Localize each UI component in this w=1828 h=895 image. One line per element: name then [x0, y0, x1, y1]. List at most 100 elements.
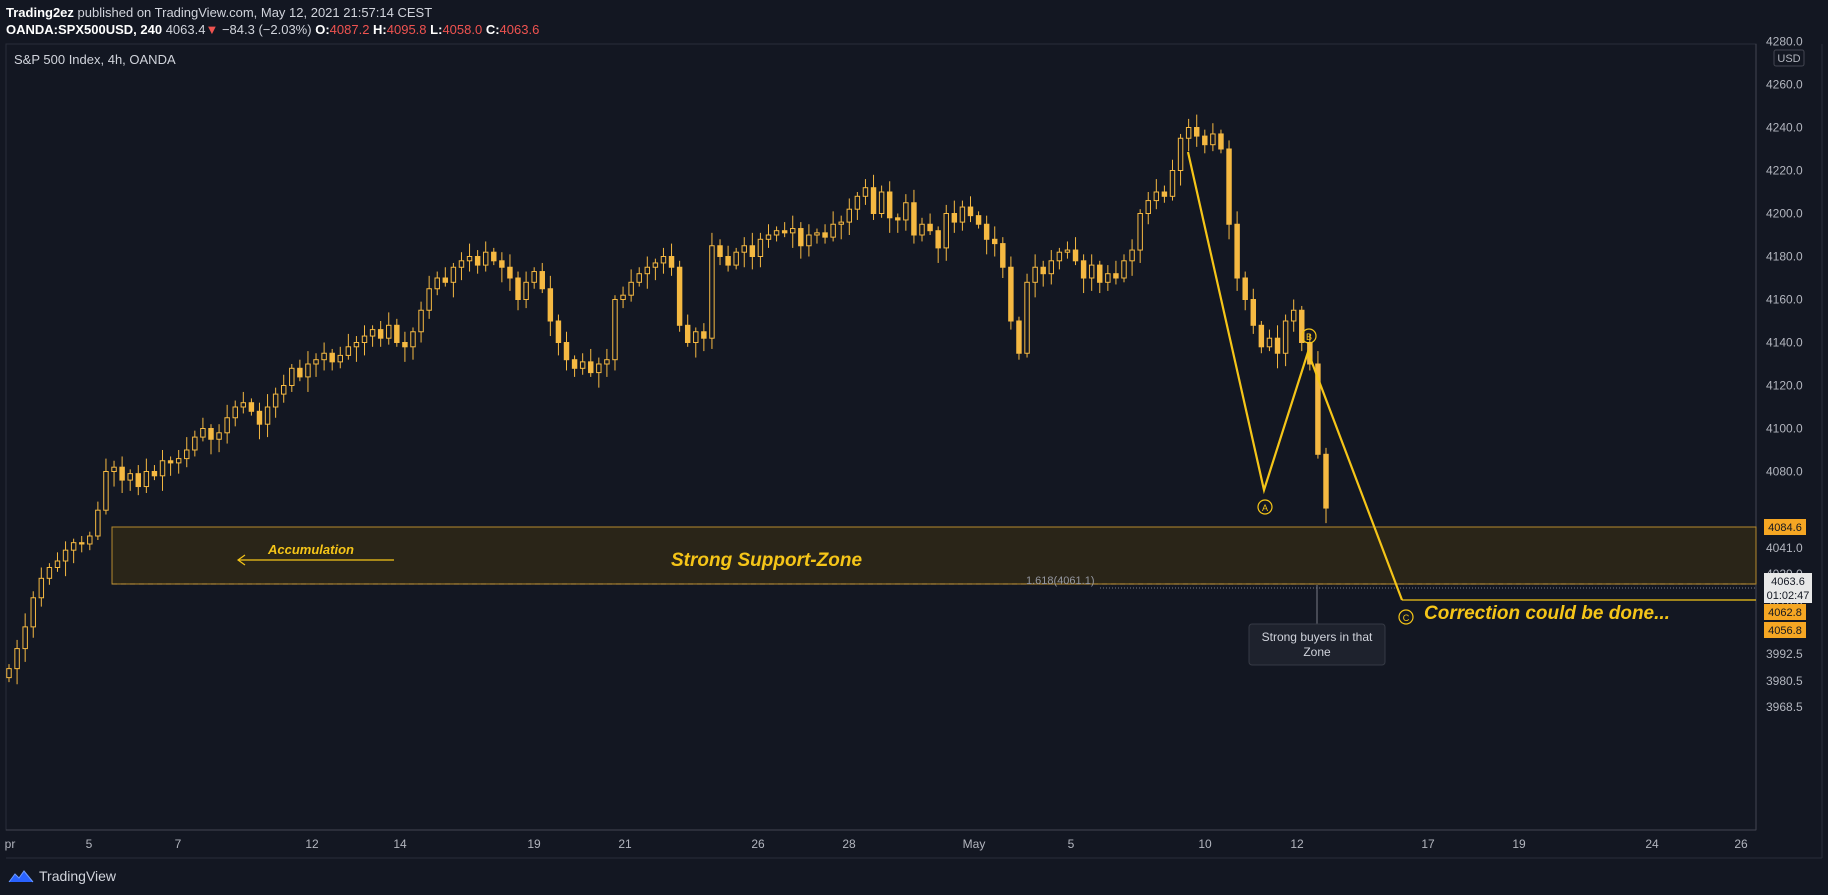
candle-body[interactable] [983, 223, 990, 240]
candle-body[interactable] [507, 266, 513, 279]
candle-body[interactable] [240, 402, 247, 408]
candle-body[interactable] [757, 238, 764, 258]
candle-body[interactable] [78, 542, 85, 545]
candle-body[interactable] [1323, 453, 1329, 509]
candle-body[interactable] [321, 352, 327, 361]
candle-body[interactable] [119, 466, 125, 481]
candle-body[interactable] [992, 238, 998, 245]
candle-body[interactable] [458, 260, 465, 268]
candle-body[interactable] [1202, 135, 1208, 146]
candle-body[interactable] [22, 626, 28, 650]
candle-body[interactable] [410, 331, 416, 348]
candle-body[interactable] [491, 251, 497, 262]
candle-body[interactable] [1169, 170, 1176, 197]
candle-body[interactable] [612, 299, 618, 361]
candle-body[interactable] [305, 363, 311, 378]
candle-body[interactable] [30, 597, 36, 628]
candle-body[interactable] [1161, 191, 1168, 197]
candle-body[interactable] [361, 335, 368, 343]
candle-body[interactable] [773, 230, 780, 236]
candle-body[interactable] [725, 256, 731, 266]
candle-body[interactable] [402, 342, 408, 348]
candle-body[interactable] [1210, 133, 1216, 146]
candle-body[interactable] [1185, 127, 1192, 139]
support-zone-box[interactable] [111, 526, 1757, 585]
candle-body[interactable] [854, 195, 861, 210]
candle-body[interactable] [297, 367, 303, 378]
candle-body[interactable] [709, 245, 715, 339]
candle-body[interactable] [434, 277, 440, 290]
candle-body[interactable] [184, 449, 190, 460]
candle-body[interactable] [1153, 191, 1160, 202]
candle-body[interactable] [1064, 249, 1071, 253]
candle-body[interactable] [329, 352, 335, 363]
candle-body[interactable] [1032, 266, 1038, 283]
candle-body[interactable] [1242, 277, 1248, 300]
publisher-name[interactable]: Trading2ez [6, 5, 74, 20]
candle-body[interactable] [1121, 260, 1127, 279]
brand[interactable]: TradingView [8, 868, 116, 884]
candle-body[interactable] [676, 266, 683, 326]
candle-body[interactable] [919, 223, 925, 236]
candle-body[interactable] [555, 320, 562, 343]
candle-body[interactable] [159, 460, 166, 477]
candle-body[interactable] [289, 367, 295, 386]
candle-body[interactable] [563, 342, 570, 361]
candle-body[interactable] [781, 230, 788, 234]
candle-body[interactable] [693, 331, 699, 343]
candle-body[interactable] [660, 256, 667, 264]
candle-body[interactable] [200, 428, 206, 438]
candle-body[interactable] [927, 223, 933, 232]
candle-body[interactable] [499, 260, 505, 268]
candle-body[interactable] [636, 273, 642, 283]
candle-body[interactable] [547, 288, 554, 322]
candle-body[interactable] [313, 359, 319, 365]
candle-body[interactable] [1266, 337, 1273, 348]
candle-body[interactable] [733, 251, 739, 266]
candle-body[interactable] [1113, 273, 1119, 279]
candle-body[interactable] [717, 245, 723, 257]
candle-body[interactable] [135, 473, 141, 488]
candle-body[interactable] [272, 393, 279, 408]
candle-body[interactable] [846, 208, 853, 223]
candle-body[interactable] [886, 191, 893, 219]
candle-body[interactable] [765, 234, 772, 240]
candle-body[interactable] [588, 361, 594, 374]
candle-body[interactable] [1040, 266, 1046, 275]
candle-body[interactable] [1137, 213, 1143, 251]
candle-body[interactable] [830, 223, 836, 238]
candle-body[interactable] [749, 245, 756, 257]
candle-body[interactable] [1194, 127, 1200, 137]
candle-body[interactable] [418, 309, 424, 333]
candle-body[interactable] [1299, 309, 1305, 343]
candle-body[interactable] [1056, 251, 1063, 262]
candle-body[interactable] [394, 324, 400, 343]
currency-badge[interactable] [1773, 49, 1805, 67]
candle-body[interactable] [111, 466, 117, 473]
candle-body[interactable] [838, 221, 844, 225]
candle-body[interactable] [345, 346, 352, 356]
candle-body[interactable] [531, 271, 537, 283]
candle-body[interactable] [878, 191, 885, 214]
candle-body[interactable] [369, 329, 376, 337]
candle-body[interactable] [806, 234, 812, 247]
candle-body[interactable] [450, 266, 457, 283]
candle-body[interactable] [701, 331, 707, 339]
candle-body[interactable] [1048, 260, 1055, 275]
candle-body[interactable] [798, 228, 804, 247]
buyers-callout[interactable] [1248, 623, 1386, 666]
candle-body[interactable] [224, 417, 230, 434]
candle-body[interactable] [644, 266, 651, 275]
candle-body[interactable] [264, 406, 271, 425]
candle-body[interactable] [571, 359, 578, 369]
candle-body[interactable] [54, 560, 61, 568]
candle-body[interactable] [620, 294, 626, 301]
candle-body[interactable] [596, 363, 602, 374]
candle-body[interactable] [1234, 223, 1240, 279]
candle-body[interactable] [822, 232, 828, 238]
candle-body[interactable] [337, 354, 343, 363]
symbol-label[interactable]: OANDA:SPX500USD, 240 [6, 22, 163, 37]
candle-body[interactable] [1315, 363, 1321, 455]
candle-body[interactable] [1129, 249, 1135, 262]
candle-body[interactable] [70, 542, 77, 551]
